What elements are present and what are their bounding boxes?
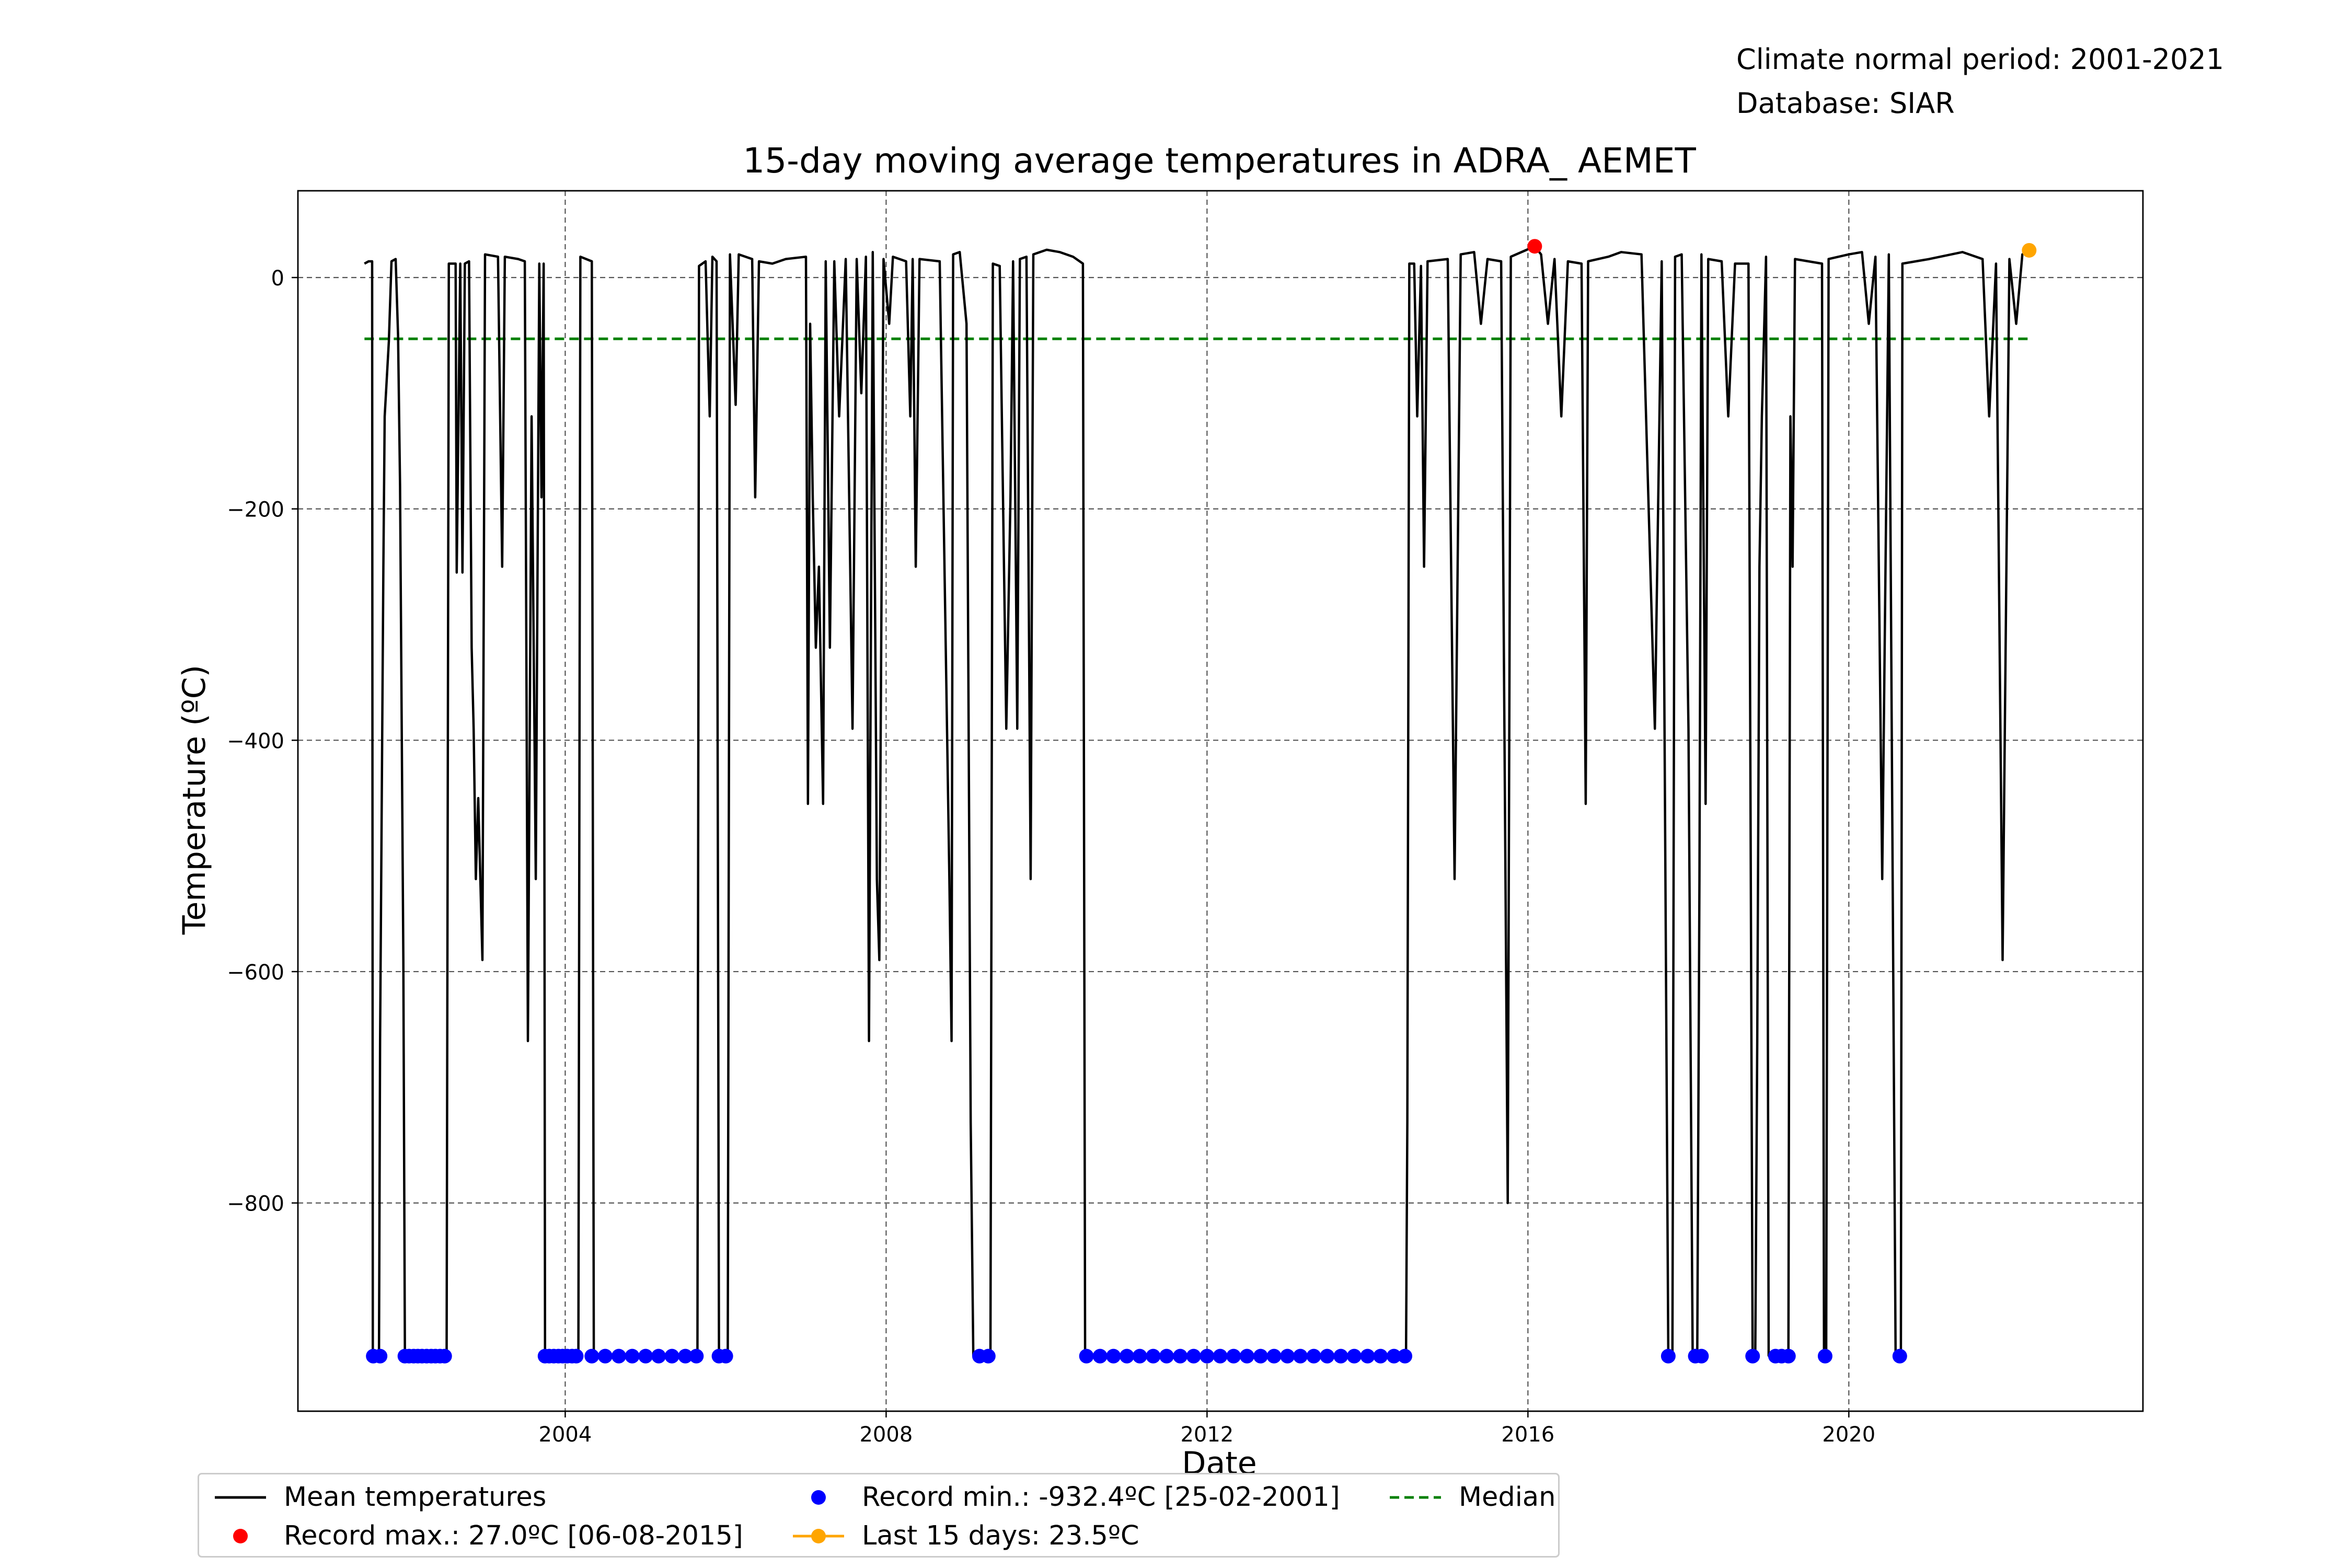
y-tick-label: 0 bbox=[271, 267, 284, 291]
record-min-marker bbox=[1106, 1348, 1121, 1364]
legend-mean-label: Mean temperatures bbox=[284, 1482, 547, 1513]
legend-record-max-marker bbox=[233, 1529, 248, 1543]
record-min-marker bbox=[584, 1348, 599, 1364]
x-tick-label: 2012 bbox=[1180, 1423, 1233, 1447]
record-min-marker bbox=[638, 1348, 653, 1364]
legend-handles bbox=[215, 1490, 1441, 1543]
record-min-marker bbox=[1360, 1348, 1375, 1364]
legend: Mean temperatures Record max.: 27.0ºC [0… bbox=[198, 1473, 1560, 1558]
record-min-marker bbox=[1226, 1348, 1241, 1364]
record-min-marker bbox=[373, 1348, 388, 1364]
record-min-marker bbox=[1173, 1348, 1188, 1364]
record-min-marker bbox=[718, 1348, 733, 1364]
points-layer bbox=[366, 239, 2037, 1364]
record-min-marker bbox=[664, 1348, 679, 1364]
chart-title: 15-day moving average temperatures in AD… bbox=[743, 141, 1696, 181]
record-min-marker bbox=[1745, 1348, 1760, 1364]
record-min-marker bbox=[651, 1348, 666, 1364]
mean-temperature-line bbox=[364, 245, 2030, 1357]
record-min-marker bbox=[1239, 1348, 1254, 1364]
record-min-marker bbox=[1306, 1348, 1321, 1364]
record-min-marker bbox=[1213, 1348, 1228, 1364]
database-text: Database: SIAR bbox=[1736, 87, 1955, 120]
legend-record-min-label: Record min.: -932.4ºC [25-02-2001] bbox=[862, 1482, 1340, 1513]
y-tick-label: −800 bbox=[227, 1192, 284, 1216]
legend-last15-label: Last 15 days: 23.5ºC bbox=[862, 1520, 1139, 1551]
y-axis-label: Temperature (ºC) bbox=[176, 665, 213, 935]
record-min-marker bbox=[569, 1348, 584, 1364]
record-min-marker bbox=[1253, 1348, 1268, 1364]
record-min-marker bbox=[1398, 1348, 1412, 1364]
record-min-marker bbox=[1386, 1348, 1401, 1364]
record-min-marker bbox=[1661, 1348, 1676, 1364]
record-min-marker bbox=[981, 1348, 996, 1364]
record-min-marker bbox=[1333, 1348, 1348, 1364]
x-tick-label: 2016 bbox=[1501, 1423, 1554, 1447]
record-min-marker bbox=[1373, 1348, 1388, 1364]
record-min-marker bbox=[611, 1348, 626, 1364]
x-tick-label: 2004 bbox=[539, 1423, 592, 1447]
y-tick-label: −600 bbox=[227, 961, 284, 985]
legend-median-label: Median bbox=[1459, 1482, 1556, 1513]
axes: 0 −200 −400 −600 −800 2004 2008 2012 2016 2020 bbox=[227, 190, 2144, 1447]
mean-line-layer bbox=[364, 245, 2030, 1357]
record-min-marker bbox=[1159, 1348, 1174, 1364]
legend-last15-marker bbox=[811, 1529, 826, 1543]
record-min-marker bbox=[597, 1348, 613, 1364]
record-max-marker bbox=[1527, 239, 1542, 254]
y-tick-label: −400 bbox=[227, 729, 284, 753]
record-min-marker bbox=[1186, 1348, 1201, 1364]
record-min-marker bbox=[625, 1348, 640, 1364]
record-min-marker bbox=[689, 1348, 704, 1364]
climate-period-text: Climate normal period: 2001-2021 bbox=[1736, 43, 2224, 76]
record-min-marker bbox=[1146, 1348, 1161, 1364]
record-min-marker bbox=[1781, 1348, 1796, 1364]
x-tick-label: 2008 bbox=[859, 1423, 913, 1447]
x-tick-label: 2020 bbox=[1822, 1423, 1875, 1447]
record-min-marker bbox=[1132, 1348, 1147, 1364]
record-min-marker bbox=[437, 1348, 452, 1364]
record-min-marker bbox=[1119, 1348, 1134, 1364]
legend-record-max-label: Record max.: 27.0ºC [06-08-2015] bbox=[284, 1520, 743, 1551]
record-min-marker bbox=[1346, 1348, 1362, 1364]
record-min-marker bbox=[1266, 1348, 1282, 1364]
record-min-marker bbox=[1280, 1348, 1295, 1364]
grid bbox=[298, 191, 2143, 1411]
last-15-days-marker bbox=[2022, 243, 2037, 258]
record-min-marker bbox=[1293, 1348, 1308, 1364]
record-min-marker bbox=[1200, 1348, 1215, 1364]
y-tick-label: −200 bbox=[227, 498, 284, 522]
plot-frame bbox=[297, 190, 2144, 1412]
record-min-marker bbox=[1694, 1348, 1709, 1364]
record-min-marker bbox=[1079, 1348, 1094, 1364]
record-min-marker bbox=[1092, 1348, 1108, 1364]
record-min-marker bbox=[678, 1348, 693, 1364]
record-min-marker bbox=[1817, 1348, 1832, 1364]
legend-record-min-marker bbox=[811, 1490, 826, 1505]
record-min-marker bbox=[1892, 1348, 1907, 1364]
record-min-marker bbox=[1320, 1348, 1335, 1364]
